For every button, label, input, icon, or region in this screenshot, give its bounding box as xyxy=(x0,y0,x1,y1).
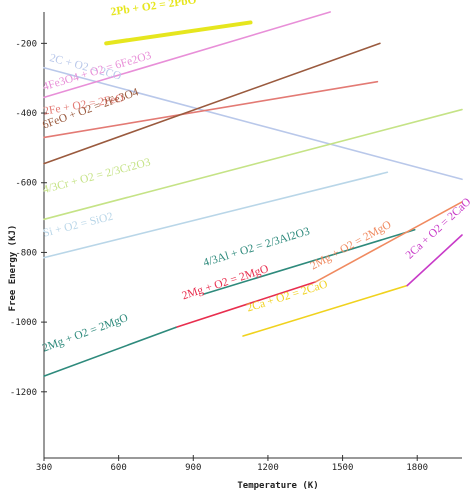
series-label: 4/3Cr + O2 = 2/3Cr2O3 xyxy=(42,156,152,196)
x-axis-label: Temperature (K) xyxy=(237,481,318,491)
series-line xyxy=(43,326,177,377)
series-line xyxy=(202,228,416,296)
series-label: 2Mg + O2 = 2MgO xyxy=(41,312,130,355)
series-line xyxy=(104,20,253,46)
series-line xyxy=(242,284,409,337)
series-line xyxy=(43,108,463,221)
y-tick-label: -400 xyxy=(15,109,37,119)
series-line xyxy=(43,66,463,181)
series-label: 2Mg + O2 = 2MgO xyxy=(181,263,271,302)
x-tick-label: 300 xyxy=(36,463,52,473)
series-line xyxy=(43,80,379,139)
series-line xyxy=(43,42,381,165)
axes: -200 -400 -600 -800 -1000 -1200 300 600 900 1200 1… xyxy=(10,12,462,473)
y-tick-label: -1000 xyxy=(10,318,37,328)
series-line xyxy=(314,201,463,283)
series-line xyxy=(43,171,389,259)
y-tick-label: -1200 xyxy=(10,388,37,398)
series-line xyxy=(43,11,331,99)
y-tick-label: -800 xyxy=(15,248,37,258)
x-tick-label: 1200 xyxy=(257,463,279,473)
y-axis-label: Free Energy (KJ) xyxy=(8,225,18,312)
series-label: 2Ca + O2 = 2CaO xyxy=(245,278,329,314)
series-label: Si + O2 = SiO2 xyxy=(42,211,115,240)
series-label: 4/3Al + O2 = 2/3Al2O3 xyxy=(202,225,312,269)
y-tick-label: -200 xyxy=(15,39,37,49)
series-label: 2Pb + O2 = 2PbO xyxy=(110,0,197,18)
x-tick-label: 1500 xyxy=(332,463,354,473)
x-tick-label: 600 xyxy=(111,463,127,473)
x-tick-label: 900 xyxy=(185,463,201,473)
series-lines xyxy=(43,11,463,377)
x-tick-label: 1800 xyxy=(406,463,428,473)
series-line xyxy=(175,281,317,329)
series-line xyxy=(406,234,463,287)
y-tick-label: -600 xyxy=(15,179,37,189)
